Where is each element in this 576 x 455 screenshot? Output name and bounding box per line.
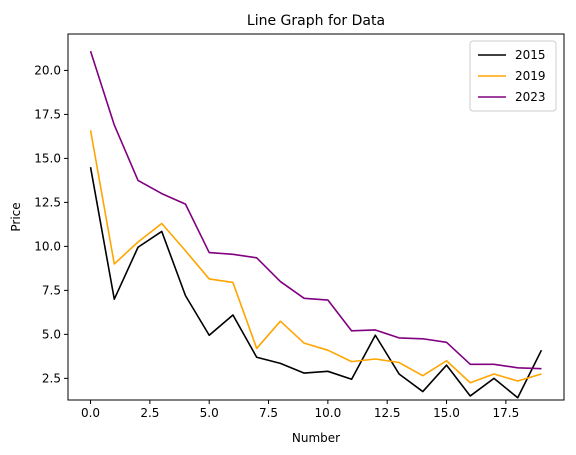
y-tick-label: 5.0: [42, 327, 61, 341]
x-tick-label: 10.0: [315, 406, 342, 420]
x-tick-label: 7.5: [259, 406, 278, 420]
x-axis: 0.0 2.5 5.0 7.5 10.0 12.5 15.0 17.5: [81, 400, 519, 420]
x-tick-label: 2.5: [140, 406, 159, 420]
y-tick-label: 2.5: [42, 371, 61, 385]
y-axis-label: Price: [9, 202, 23, 231]
y-tick-label: 7.5: [42, 283, 61, 297]
legend-label-2019: 2019: [515, 69, 546, 83]
x-tick-label: 12.5: [374, 406, 401, 420]
x-tick-label: 5.0: [200, 406, 219, 420]
x-tick-label: 0.0: [81, 406, 100, 420]
series-line-2019: [89, 130, 542, 384]
legend: 2015 2019 2023: [469, 40, 557, 112]
y-tick-label: 12.5: [34, 195, 61, 209]
y-tick-label: 17.5: [34, 107, 61, 121]
plot-lines: [89, 50, 543, 399]
y-tick-label: 15.0: [34, 151, 61, 165]
legend-label-2015: 2015: [515, 48, 546, 62]
y-axis: 2.5 5.0 7.5 10.0 12.5 15.0 17.5 20.0: [34, 63, 68, 385]
x-axis-label: Number: [292, 431, 340, 445]
chart-title: Line Graph for Data: [247, 13, 385, 29]
series-line-2015: [89, 167, 543, 399]
y-tick-label: 20.0: [34, 63, 61, 77]
x-tick-label: 17.5: [492, 406, 519, 420]
legend-label-2023: 2023: [515, 90, 546, 104]
legend-box: [469, 40, 557, 112]
plot-frame: [67, 33, 565, 401]
series-line-2023: [89, 50, 542, 370]
x-tick-label: 15.0: [433, 406, 460, 420]
y-tick-label: 10.0: [34, 239, 61, 253]
